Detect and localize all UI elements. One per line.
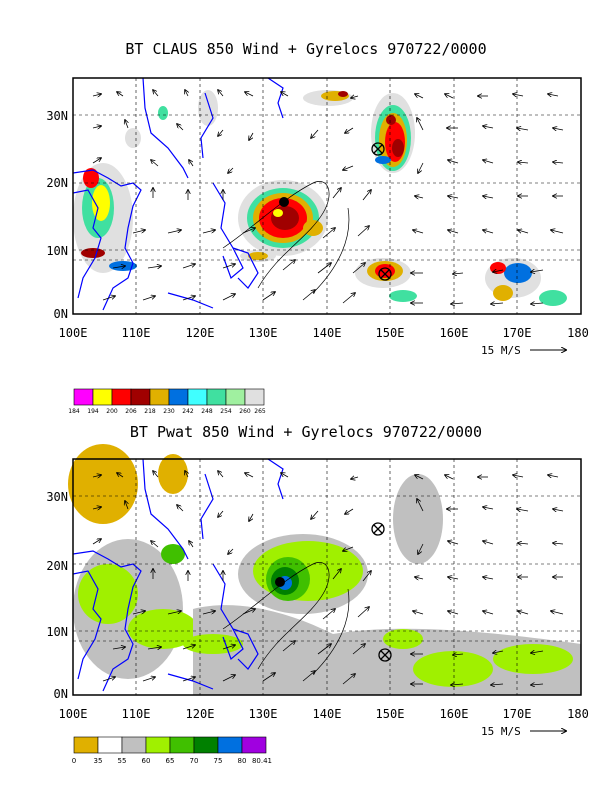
panel2-lat-axis: 30N 20N 10N 0N xyxy=(46,490,68,701)
panel1-colorbar-tick: 242 xyxy=(182,408,194,415)
panel1-colorbar-tick: 248 xyxy=(201,408,213,415)
panel2-colorbar-tick: 70 xyxy=(190,757,199,765)
panel2-lon-label: 140E xyxy=(313,707,342,721)
panel1-lon-label: 130E xyxy=(249,326,278,340)
panel2-cyclone-center xyxy=(275,577,285,587)
panel1-lat-label: 20N xyxy=(46,176,68,190)
panel1-colorbar-tick: 254 xyxy=(220,408,232,415)
panel2-lat-label: 30N xyxy=(46,490,68,504)
panel1-lon-label: 110E xyxy=(122,326,151,340)
panel2-colorbar-tick: 80 xyxy=(238,757,247,765)
panel1-cloud-field xyxy=(73,90,567,306)
panel2-lon-label: 150E xyxy=(376,707,405,721)
panel2-colorbar-tick: 0 xyxy=(72,757,76,765)
panel2-colorbar-tick: 80.41 xyxy=(252,757,272,765)
panel1-wind-vectors xyxy=(92,90,564,304)
panel2-coastline xyxy=(72,458,284,692)
panel2-lon-label: 180 xyxy=(567,707,589,721)
panel1-lon-label: 100E xyxy=(59,326,88,340)
panel1-lat-label: 10N xyxy=(46,244,68,258)
panel1-grid xyxy=(73,78,581,314)
panel2-colorbar-tick: 55 xyxy=(118,757,127,765)
panel1-lon-label: 140E xyxy=(313,326,342,340)
panel1-colorbar-tick: 206 xyxy=(125,408,137,415)
panel1-lon-label: 170E xyxy=(503,326,532,340)
panel2-circulation xyxy=(222,562,350,675)
panel1-vector-legend: 15 M/S xyxy=(481,344,566,357)
panel1-lon-label: 120E xyxy=(186,326,215,340)
panel1-cyclone-center xyxy=(279,197,289,207)
panel2-colorbar-tick: 60 xyxy=(142,757,151,765)
panel2-colorbar: 0 35 55 60 65 70 75 80 80.41 xyxy=(72,736,272,765)
panel1-colorbar-tick: 218 xyxy=(144,408,156,415)
panel2-lat-label: 20N xyxy=(46,559,68,573)
panel2-pwat-field xyxy=(68,444,581,695)
panel1-circulation xyxy=(222,181,350,294)
panel1-lat-axis: 30N 20N 10N 0N xyxy=(46,109,68,321)
panel1-colorbar-tick: 194 xyxy=(87,408,99,415)
panel1-colorbar-tick: 200 xyxy=(106,408,118,415)
panel2-gyreloc-2 xyxy=(378,648,392,662)
panel1-colorbar-tick: 260 xyxy=(239,408,251,415)
panel2-map xyxy=(68,444,582,696)
panel1-gyreloc-2 xyxy=(378,267,392,281)
panel2-colorbar-tick: 65 xyxy=(166,757,175,765)
panel2-frame xyxy=(72,458,582,696)
panel2-lon-label: 120E xyxy=(186,707,215,721)
panel1-colorbar-tick: 230 xyxy=(163,408,175,415)
panel1-lon-label: 160E xyxy=(440,326,469,340)
panel1-vector-ref: 15 M/S xyxy=(481,344,521,357)
panel2-lon-label: 110E xyxy=(122,707,151,721)
panel2-wind-vectors xyxy=(92,471,564,685)
panel1-lat-label: 0N xyxy=(54,307,68,321)
panel1-coastline xyxy=(72,77,284,311)
panel2-lon-axis: 100E 110E 120E 130E 140E 150E 160E 170E … xyxy=(59,707,589,721)
panel1-gyreloc-1 xyxy=(371,142,385,156)
panel2-vector-ref: 15 M/S xyxy=(481,725,521,738)
panel1-lon-axis: 100E 110E 120E 130E 140E 150E 160E 170E … xyxy=(59,326,589,340)
panel2-colorbar-tick: 75 xyxy=(214,757,223,765)
panel2-lon-label: 100E xyxy=(59,707,88,721)
panel1-colorbar-tick: 265 xyxy=(254,408,266,415)
panel1-title: BT CLAUS 850 Wind + Gyrelocs 970722/0000 xyxy=(125,40,487,58)
panel2-grid xyxy=(73,459,581,695)
panel2-lon-label: 170E xyxy=(503,707,532,721)
panel2-colorbar-tick: 35 xyxy=(94,757,103,765)
panel1-lat-label: 30N xyxy=(46,109,68,123)
panel2-title: BT Pwat 850 Wind + Gyrelocs 970722/0000 xyxy=(129,423,483,441)
panel1-lon-label: 180 xyxy=(567,326,589,340)
panel2-lat-label: 0N xyxy=(54,687,68,701)
panel2-lon-label: 160E xyxy=(440,707,469,721)
panel2-gyreloc-1 xyxy=(371,522,385,536)
panel2-lon-label: 130E xyxy=(249,707,278,721)
panel1-frame xyxy=(72,77,582,315)
panel2-lat-label: 10N xyxy=(46,625,68,639)
panel1-map xyxy=(72,77,582,315)
panel1-colorbar: 184 194 200 206 218 230 242 248 254 260 … xyxy=(68,388,266,415)
panel1-lon-label: 150E xyxy=(376,326,405,340)
panel2-vector-legend: 15 M/S xyxy=(481,725,566,738)
panel1-colorbar-tick: 184 xyxy=(68,408,80,415)
